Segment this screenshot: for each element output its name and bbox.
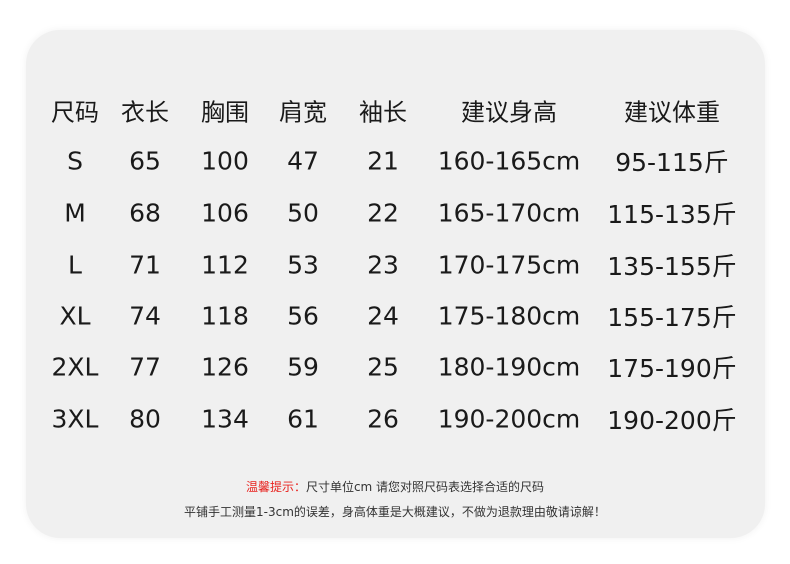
table-cell: S	[67, 146, 83, 176]
table-cell: 100	[201, 146, 249, 176]
table-cell: 135-155斤	[607, 252, 737, 281]
table-cell: 65	[129, 146, 161, 176]
column-header: 胸围	[201, 98, 249, 127]
table-cell: 160-165cm	[437, 146, 581, 176]
table-cell: XL	[59, 301, 91, 331]
table-cell: 115-135斤	[607, 200, 737, 229]
table-cell: 106	[201, 198, 249, 228]
tip-text: 尺寸单位cm 请您对照尺码表选择合适的尺码	[305, 480, 545, 494]
table-cell: 165-170cm	[437, 198, 581, 228]
table-cell: 71	[129, 250, 161, 280]
table-cell: 155-175斤	[607, 303, 737, 332]
table-cell: 170-175cm	[437, 250, 581, 280]
table-cell: 118	[201, 301, 249, 331]
column-header: 衣长	[121, 98, 169, 127]
size-chart-card	[26, 30, 765, 538]
table-cell: 56	[287, 301, 319, 331]
table-cell: 175-190斤	[607, 354, 737, 383]
table-cell: 74	[129, 301, 161, 331]
tip-label: 温馨提示：	[245, 480, 306, 494]
table-cell: 25	[367, 352, 399, 382]
table-cell: 2XL	[51, 352, 99, 382]
table-cell: 112	[201, 250, 249, 280]
table-cell: 21	[367, 146, 399, 176]
column-header: 建议体重	[624, 98, 720, 127]
column-header: 建议身高	[461, 98, 557, 127]
table-cell: 23	[367, 250, 399, 280]
table-cell: 190-200cm	[437, 404, 581, 434]
column-header: 尺码	[51, 98, 99, 127]
table-cell: 3XL	[51, 404, 99, 434]
table-cell: 126	[201, 352, 249, 382]
table-cell: L	[68, 250, 82, 280]
column-header: 肩宽	[279, 98, 327, 127]
table-cell: 61	[287, 404, 319, 434]
table-cell: 77	[129, 352, 161, 382]
table-cell: 22	[367, 198, 399, 228]
table-cell: 134	[201, 404, 249, 434]
table-cell: 47	[287, 146, 319, 176]
table-cell: 26	[367, 404, 399, 434]
tip-line: 温馨提示：尺寸单位cm 请您对照尺码表选择合适的尺码	[0, 478, 790, 495]
table-cell: 24	[367, 301, 399, 331]
table-cell: 180-190cm	[437, 352, 581, 382]
table-cell: 50	[287, 198, 319, 228]
table-cell: 80	[129, 404, 161, 434]
table-cell: 53	[287, 250, 319, 280]
table-cell: 95-115斤	[615, 148, 729, 177]
column-header: 袖长	[359, 98, 407, 127]
table-cell: M	[64, 198, 86, 228]
disclaimer: 平铺手工测量1-3cm的误差，身高体重是大概建议，不做为退款理由敬请谅解！	[184, 505, 606, 519]
table-cell: 190-200斤	[607, 406, 737, 435]
table-cell: 175-180cm	[437, 301, 581, 331]
table-cell: 59	[287, 352, 319, 382]
table-cell: 68	[129, 198, 161, 228]
